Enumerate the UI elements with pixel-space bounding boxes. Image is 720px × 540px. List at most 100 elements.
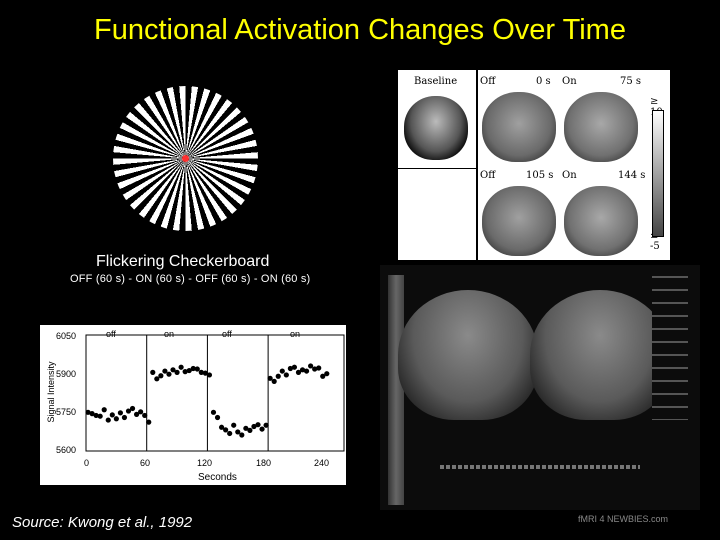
data-point bbox=[158, 373, 164, 379]
data-point bbox=[89, 411, 95, 417]
data-point bbox=[138, 409, 144, 415]
checkerboard-label: Flickering Checkerboard bbox=[96, 253, 270, 270]
slide-title: Functional Activation Changes Over Time bbox=[94, 14, 626, 46]
data-point bbox=[218, 424, 225, 430]
data-point bbox=[190, 365, 196, 372]
data-point bbox=[154, 376, 160, 382]
data-point bbox=[247, 427, 253, 433]
phase-label: off bbox=[106, 329, 116, 339]
data-point bbox=[93, 412, 99, 419]
y-tick: 5750 bbox=[56, 407, 77, 417]
y-tick: 6050 bbox=[56, 331, 77, 341]
phase-label: off bbox=[222, 329, 232, 339]
data-point bbox=[142, 412, 148, 419]
y-axis-label: Signal Intensity bbox=[46, 361, 56, 423]
panel-label-baseline: Baseline bbox=[414, 76, 458, 87]
scan-brain-left bbox=[398, 290, 538, 420]
data-point bbox=[85, 409, 91, 415]
site-logo: fMRI 4 NEWBIES.com bbox=[578, 514, 669, 524]
panel-label-on-1: On bbox=[562, 76, 577, 87]
data-point bbox=[299, 367, 306, 373]
data-point bbox=[239, 432, 245, 438]
panel-label-time-105: 105 s bbox=[526, 170, 554, 181]
data-point bbox=[101, 407, 107, 413]
data-point bbox=[303, 368, 310, 374]
data-point bbox=[320, 373, 326, 379]
x-axis-label: Seconds bbox=[198, 472, 237, 483]
data-point bbox=[283, 372, 289, 378]
data-point bbox=[291, 364, 298, 370]
panel-divider bbox=[476, 70, 478, 260]
data-point bbox=[97, 413, 103, 419]
data-point bbox=[109, 412, 115, 418]
panel-label-time-75: 75 s bbox=[620, 76, 642, 87]
mri-scan-image bbox=[380, 265, 700, 510]
data-point bbox=[174, 369, 180, 375]
data-point bbox=[259, 426, 265, 432]
data-point bbox=[146, 419, 152, 425]
data-point bbox=[194, 366, 200, 372]
data-point bbox=[162, 368, 168, 374]
data-point bbox=[206, 372, 213, 378]
y-tick: 5600 bbox=[56, 445, 77, 455]
plot-frame bbox=[85, 334, 345, 452]
data-point bbox=[227, 430, 233, 437]
data-point bbox=[295, 369, 302, 375]
baseline-brain-image bbox=[404, 96, 468, 160]
data-point bbox=[324, 371, 330, 377]
data-point bbox=[178, 364, 184, 370]
x-tick: 0 bbox=[84, 458, 90, 468]
panel-label-off-2: Off bbox=[480, 170, 496, 181]
scan-stripe bbox=[388, 275, 404, 505]
panel-divider bbox=[398, 168, 478, 169]
data-point bbox=[316, 365, 322, 371]
data-point bbox=[166, 371, 172, 377]
data-point bbox=[186, 367, 192, 374]
scan-side-text bbox=[652, 270, 688, 420]
data-point bbox=[198, 369, 204, 375]
signal-plot bbox=[85, 334, 345, 452]
x-tick: 240 bbox=[314, 458, 330, 468]
data-point bbox=[223, 427, 229, 433]
data-point bbox=[287, 365, 293, 372]
brain-image-0s bbox=[482, 92, 556, 162]
data-point bbox=[308, 363, 314, 369]
panel-label-time-144: 144 s bbox=[618, 170, 646, 181]
data-point bbox=[267, 375, 273, 381]
scan-brain-right bbox=[530, 290, 670, 420]
data-point bbox=[105, 417, 111, 423]
x-tick: 60 bbox=[140, 458, 151, 468]
data-point bbox=[275, 373, 281, 379]
signal-graph: 6050 5900 5750 5600 0 60 120 180 240 Sec… bbox=[40, 325, 346, 485]
data-point bbox=[113, 416, 119, 422]
data-point bbox=[121, 414, 128, 421]
data-point bbox=[170, 367, 176, 373]
data-point bbox=[263, 422, 269, 428]
data-point bbox=[210, 409, 217, 415]
fmri-panel: Baseline Off 0 s On 75 s Off 105 s On 14… bbox=[398, 70, 670, 260]
data-point bbox=[150, 369, 156, 375]
scan-caption-text bbox=[440, 465, 640, 469]
panel-label-on-2: On bbox=[562, 170, 577, 181]
data-point bbox=[231, 422, 237, 428]
panel-label-time-0: 0 s bbox=[536, 76, 551, 87]
brain-image-75s bbox=[564, 92, 638, 162]
data-point bbox=[279, 368, 285, 374]
data-point bbox=[255, 422, 261, 428]
checkerboard-sequence: OFF (60 s) - ON (60 s) - OFF (60 s) - ON… bbox=[70, 273, 311, 285]
data-point bbox=[129, 405, 136, 412]
x-tick: 180 bbox=[256, 458, 272, 468]
data-point bbox=[243, 425, 249, 431]
panel-label-off-1: Off bbox=[480, 76, 496, 87]
data-point bbox=[271, 378, 277, 384]
data-point bbox=[117, 410, 123, 416]
phase-label: on bbox=[164, 329, 175, 339]
data-point bbox=[251, 423, 257, 430]
phase-label: on bbox=[290, 329, 301, 339]
source-citation: Source: Kwong et al., 1992 bbox=[12, 514, 193, 531]
data-point bbox=[202, 370, 208, 376]
data-point bbox=[182, 369, 188, 375]
data-point bbox=[214, 414, 221, 421]
y-tick: 5900 bbox=[56, 369, 77, 379]
checkerboard-image bbox=[113, 86, 258, 231]
